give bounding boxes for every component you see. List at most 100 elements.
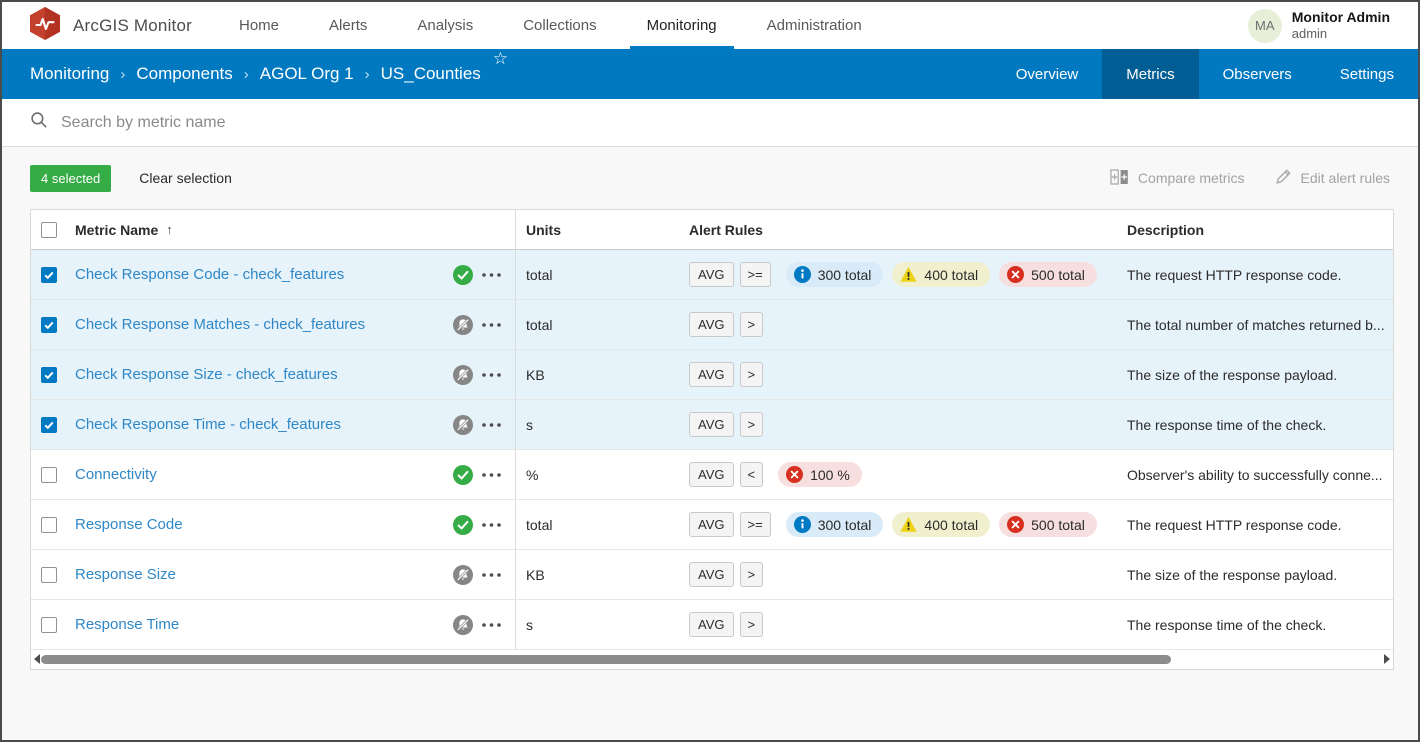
units-value: %: [526, 466, 539, 483]
metric-name-link[interactable]: Check Response Size - check_features: [75, 366, 338, 383]
selected-count-badge: 4 selected: [30, 164, 112, 192]
metric-description: The size of the response payload.: [1127, 366, 1338, 383]
aggregation-chip: AVG: [689, 512, 734, 537]
row-options-button[interactable]: [482, 519, 501, 531]
edit-alert-rules-button[interactable]: Edit alert rules: [1275, 168, 1390, 188]
row-options-button[interactable]: [482, 419, 501, 431]
operator-chip: >: [739, 562, 764, 587]
row-checkbox[interactable]: [41, 266, 57, 283]
metric-name-link[interactable]: Response Code: [75, 516, 183, 533]
operator-chip: >: [739, 362, 764, 387]
units-value: KB: [526, 566, 545, 583]
pencil-icon: [1275, 168, 1292, 188]
tab-overview[interactable]: Overview: [1015, 65, 1079, 83]
table-row: Connectivity: [31, 450, 1393, 500]
threshold-label: 500 total: [1031, 516, 1085, 533]
topnav-item-administration[interactable]: Administration: [766, 17, 862, 34]
alerts-disabled-icon: [453, 414, 473, 435]
topnav-item-home[interactable]: Home: [239, 17, 280, 34]
column-header-alert-rules: Alert Rules: [689, 221, 763, 238]
metric-name-link[interactable]: Check Response Matches - check_features: [75, 316, 366, 333]
topnav-item-alerts[interactable]: Alerts: [329, 17, 368, 34]
threshold-pills: 300 total 400 total: [785, 512, 1097, 537]
status-ok-icon: [453, 464, 473, 485]
tab-metrics[interactable]: Metrics: [1102, 49, 1199, 99]
operator-chip: >: [739, 412, 764, 437]
alert-threshold-critical: 500 total: [999, 262, 1097, 287]
metric-name-link[interactable]: Check Response Time - check_features: [75, 416, 341, 433]
topnav-item-monitoring[interactable]: Monitoring: [622, 2, 742, 49]
row-options-button[interactable]: [482, 469, 501, 481]
alert-threshold-info: 300 total: [785, 512, 884, 537]
breadcrumb: Monitoring › Components › AGOL Org 1 › US_Coun…: [30, 49, 481, 99]
threshold-label: 400 total: [924, 266, 979, 283]
scrollbar-thumb[interactable]: [41, 655, 1171, 664]
metric-description: The request HTTP response code.: [1127, 266, 1342, 283]
tab-observers[interactable]: Observers: [1222, 65, 1292, 83]
breadcrumb-item-agol-org-1[interactable]: AGOL Org 1: [259, 64, 354, 83]
metric-name-link[interactable]: Check Response Code - check_features: [75, 266, 345, 283]
breadcrumb-item-monitoring[interactable]: Monitoring: [30, 64, 110, 83]
metric-name-link[interactable]: Response Time: [75, 616, 180, 633]
row-checkbox[interactable]: [41, 616, 57, 633]
alert-threshold-critical: 100 %: [778, 462, 862, 487]
component-header-bar: Monitoring › Components › AGOL Org 1 › US_Coun…: [2, 49, 1418, 99]
clear-selection-button[interactable]: Clear selection: [139, 170, 232, 186]
metric-name-link[interactable]: Response Size: [75, 566, 176, 583]
component-tabs: Overview Metrics Observers Settings: [992, 49, 1418, 99]
aggregation-chip: AVG: [689, 562, 734, 587]
column-header-units: Units: [526, 221, 561, 238]
compare-metrics-icon: [1110, 168, 1129, 188]
metric-description: The request HTTP response code.: [1127, 516, 1342, 533]
table-row: Check Response Code - check_features: [31, 250, 1393, 300]
alert-threshold-warning: 400 total: [892, 262, 991, 287]
search-input[interactable]: [61, 113, 1390, 132]
topnav-item-analysis[interactable]: Analysis: [417, 17, 474, 34]
threshold-label: 300 total: [817, 516, 872, 533]
threshold-label: 300 total: [817, 266, 872, 283]
user-menu[interactable]: MA Monitor Admin admin: [1247, 2, 1390, 49]
metric-name-link[interactable]: Connectivity: [75, 466, 157, 483]
select-all-checkbox[interactable]: [41, 221, 57, 238]
row-checkbox[interactable]: [41, 416, 57, 433]
row-options-button[interactable]: [482, 369, 501, 381]
topnav-item-collections[interactable]: Collections: [523, 17, 597, 34]
info-icon: [793, 516, 811, 533]
column-header-metric-name[interactable]: Metric Name: [75, 221, 159, 238]
metric-description: Observer's ability to successfully conne…: [1127, 466, 1383, 483]
units-value: s: [526, 416, 533, 433]
alerts-disabled-icon: [453, 564, 473, 585]
row-options-button[interactable]: [482, 619, 501, 631]
row-checkbox[interactable]: [41, 516, 57, 533]
row-checkbox[interactable]: [41, 316, 57, 333]
row-options-button[interactable]: [482, 319, 501, 331]
table-row: Check Response Time - check_features: [31, 400, 1393, 450]
alerts-disabled-icon: [453, 614, 473, 635]
compare-metrics-button[interactable]: Compare metrics: [1110, 168, 1245, 188]
row-checkbox[interactable]: [41, 466, 57, 483]
favorite-star-icon[interactable]: ☆: [492, 49, 509, 68]
aggregation-chip: AVG: [689, 612, 734, 637]
row-checkbox[interactable]: [41, 566, 57, 583]
topnav-menu: Home Alerts Analysis Collections Monitoring A…: [214, 2, 887, 49]
row-options-button[interactable]: [482, 569, 501, 581]
sort-ascending-icon[interactable]: ↑: [166, 222, 173, 237]
operator-chip: >=: [739, 262, 771, 287]
tab-settings[interactable]: Settings: [1339, 65, 1394, 83]
critical-icon: [1007, 516, 1025, 533]
breadcrumb-item-us-counties[interactable]: US_Counties: [380, 64, 481, 83]
units-value: KB: [526, 366, 545, 383]
units-value: total: [526, 266, 553, 283]
scroll-right-arrow[interactable]: [1384, 654, 1390, 664]
user-name: Monitor Admin: [1291, 8, 1390, 25]
alerts-disabled-icon: [453, 314, 473, 335]
column-header-description: Description: [1127, 221, 1205, 238]
row-options-button[interactable]: [482, 269, 501, 281]
row-checkbox[interactable]: [41, 366, 57, 383]
scroll-left-arrow[interactable]: [34, 654, 40, 664]
metric-description: The total number of matches returned b..…: [1127, 316, 1385, 333]
breadcrumb-item-components[interactable]: Components: [136, 64, 233, 83]
search-icon: [30, 111, 48, 134]
aggregation-chip: AVG: [689, 262, 734, 287]
aggregation-chip: AVG: [689, 312, 734, 337]
